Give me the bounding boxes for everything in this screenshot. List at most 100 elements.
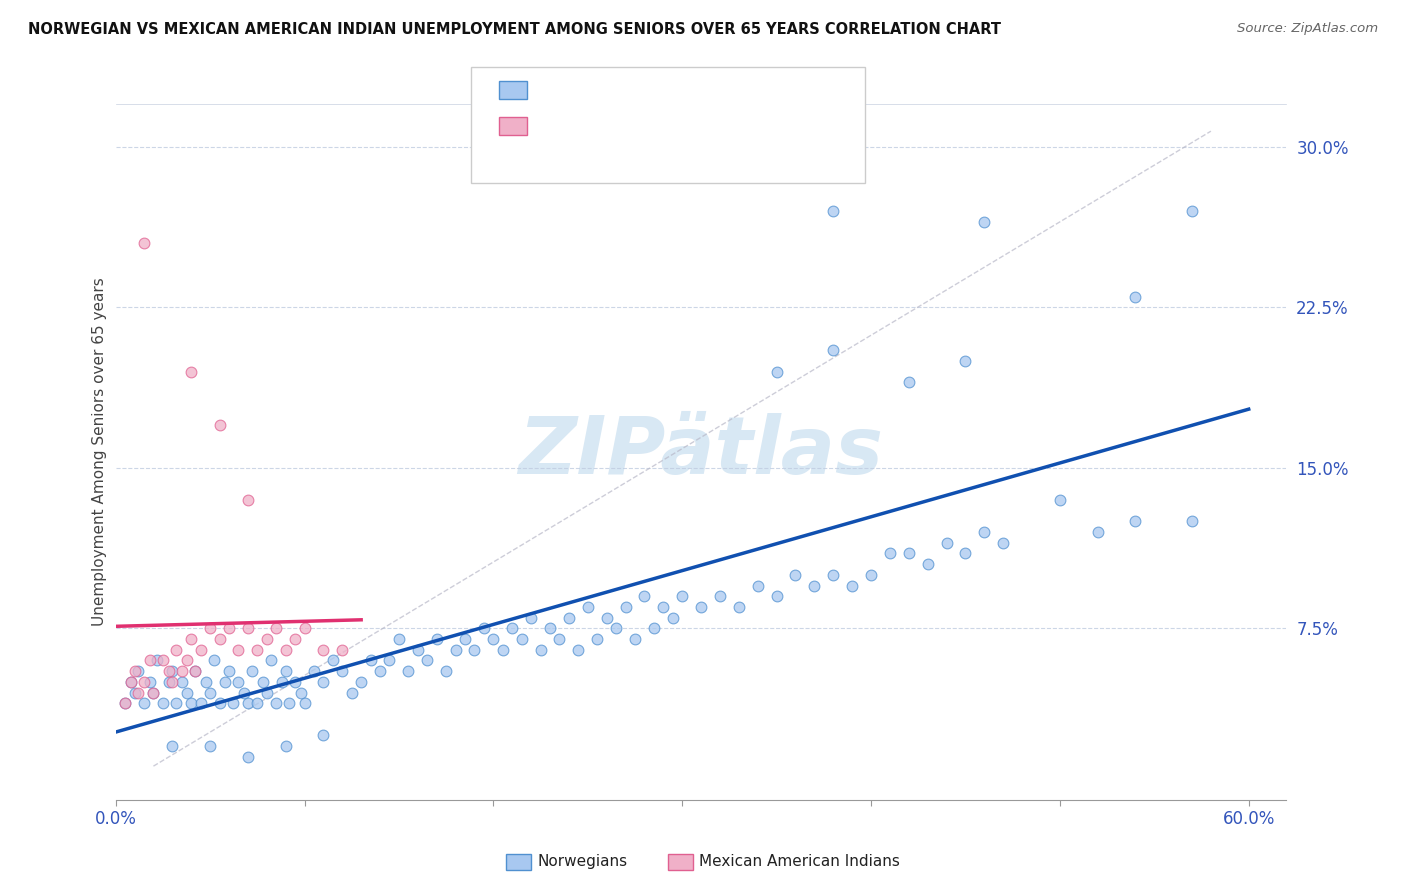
Point (274, 739, 297, 753)
Point (368, 664, 391, 678)
Point (114, 696, 136, 710)
Point (240, 664, 263, 678)
Point (350, 674, 373, 689)
Point (567, 642, 589, 657)
Point (538, 621, 561, 635)
Point (709, 589, 731, 603)
Text: R =: R = (537, 80, 574, 98)
Point (897, 376, 920, 390)
Point (823, 204, 845, 219)
Point (236, 749, 259, 764)
Point (860, 567, 883, 582)
Point (690, 599, 713, 614)
Point (510, 632, 533, 646)
Point (624, 632, 647, 646)
Point (124, 664, 146, 678)
Point (195, 674, 218, 689)
Point (256, 685, 278, 699)
Point (278, 696, 301, 710)
Point (841, 578, 863, 592)
Point (406, 642, 429, 657)
Point (162, 664, 184, 678)
Text: Mexican American Indians: Mexican American Indians (699, 855, 900, 869)
Point (180, 696, 202, 710)
Point (190, 642, 212, 657)
Point (434, 664, 457, 678)
Point (501, 621, 523, 635)
Point (643, 621, 665, 635)
Point (340, 685, 363, 699)
Point (198, 739, 221, 753)
Text: N =: N = (641, 80, 678, 98)
Point (1181, 515, 1204, 529)
Text: Source: ZipAtlas.com: Source: ZipAtlas.com (1237, 22, 1378, 36)
Point (529, 642, 551, 657)
Point (765, 365, 787, 379)
Point (162, 739, 184, 753)
Point (165, 696, 187, 710)
Point (973, 525, 995, 540)
Point (152, 653, 174, 667)
Point (132, 696, 155, 710)
Point (252, 674, 274, 689)
Point (228, 674, 250, 689)
Point (264, 696, 287, 710)
Point (142, 685, 165, 699)
Point (652, 599, 675, 614)
Point (236, 493, 259, 508)
Point (396, 664, 419, 678)
Point (897, 546, 920, 560)
Point (246, 642, 269, 657)
Point (312, 674, 335, 689)
Point (170, 664, 193, 678)
Point (823, 567, 845, 582)
Point (1181, 204, 1204, 219)
Point (270, 674, 292, 689)
Point (360, 653, 382, 667)
Point (218, 664, 240, 678)
Point (157, 674, 180, 689)
Text: N =: N = (641, 116, 678, 134)
Point (330, 664, 353, 678)
Point (132, 674, 155, 689)
Point (127, 685, 149, 699)
Point (157, 664, 180, 678)
Point (973, 215, 995, 229)
Point (290, 685, 312, 699)
Text: NORWEGIAN VS MEXICAN AMERICAN INDIAN UNEMPLOYMENT AMONG SENIORS OVER 65 YEARS CO: NORWEGIAN VS MEXICAN AMERICAN INDIAN UNE… (28, 22, 1001, 37)
Y-axis label: Unemployment Among Seniors over 65 years: Unemployment Among Seniors over 65 years (93, 277, 107, 626)
Point (274, 664, 297, 678)
Text: R =: R = (537, 116, 574, 134)
Point (312, 642, 335, 657)
Point (492, 642, 515, 657)
Point (661, 610, 683, 624)
Point (586, 632, 609, 646)
Point (132, 236, 155, 251)
Point (576, 599, 599, 614)
Point (935, 536, 957, 550)
Point (454, 632, 477, 646)
Point (208, 418, 231, 433)
Point (955, 546, 977, 560)
Point (823, 343, 845, 358)
Point (955, 354, 977, 368)
Point (222, 696, 245, 710)
Point (558, 610, 581, 624)
Point (170, 674, 193, 689)
Point (284, 632, 307, 646)
Point (146, 653, 169, 667)
Point (284, 674, 307, 689)
Point (202, 653, 225, 667)
Point (256, 632, 278, 646)
Point (993, 536, 1015, 550)
Point (228, 642, 250, 657)
Point (917, 557, 939, 571)
Point (879, 546, 901, 560)
Point (330, 642, 353, 657)
Point (142, 685, 165, 699)
Point (184, 664, 207, 678)
Point (548, 632, 571, 646)
Point (671, 589, 693, 603)
Text: 105: 105 (678, 80, 713, 98)
Point (765, 589, 787, 603)
